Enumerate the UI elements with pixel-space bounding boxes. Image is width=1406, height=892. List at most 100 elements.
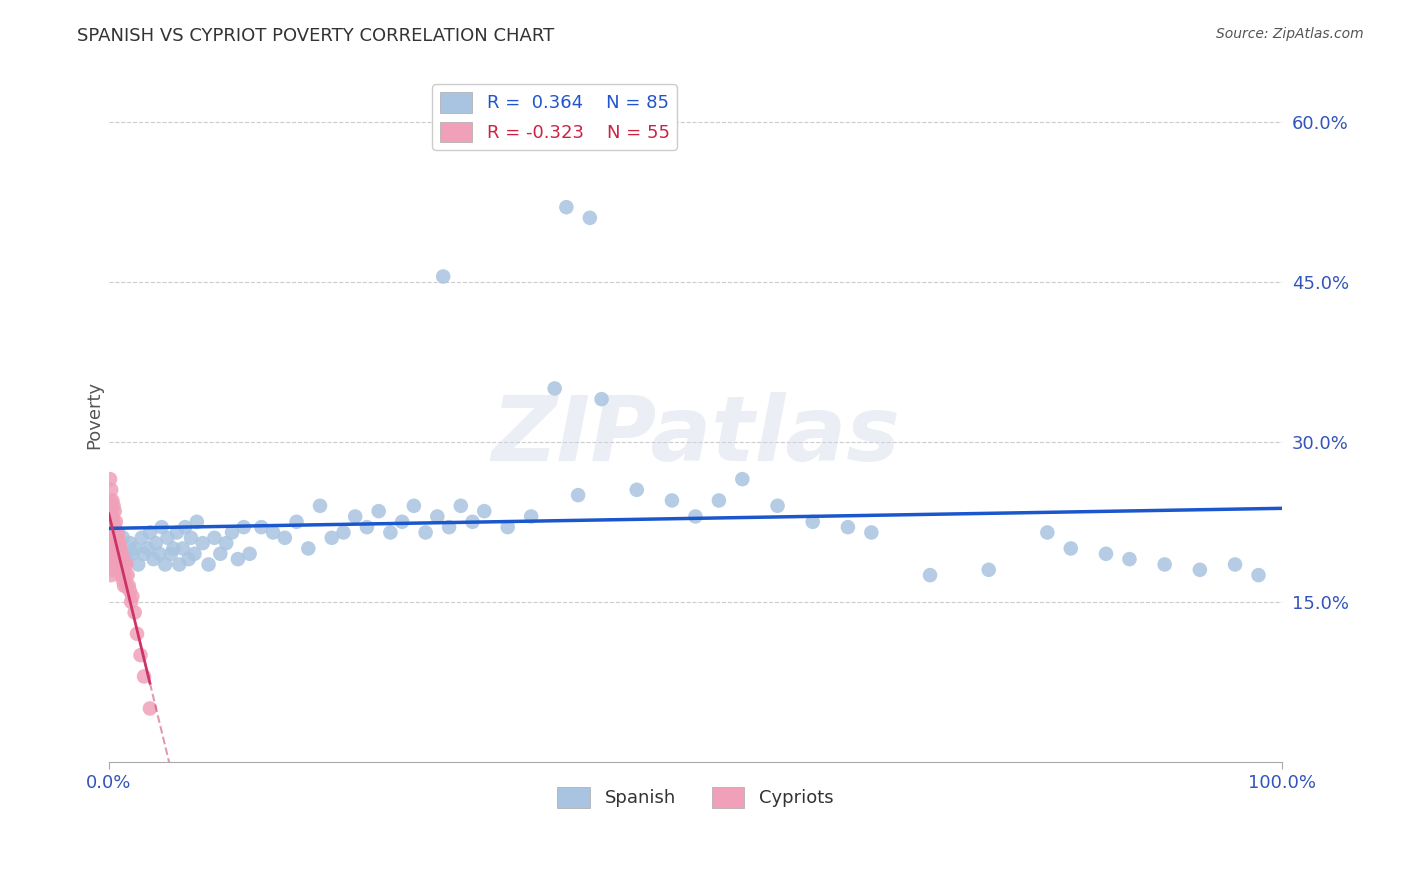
Point xyxy=(162,541,184,556)
Point xyxy=(111,547,134,561)
Point xyxy=(100,499,122,513)
Point xyxy=(105,525,128,540)
Point xyxy=(104,536,127,550)
Point xyxy=(402,499,425,513)
Point xyxy=(332,525,354,540)
Point xyxy=(115,558,138,572)
Point xyxy=(685,509,707,524)
Point xyxy=(174,520,197,534)
Point xyxy=(520,509,543,524)
Point xyxy=(103,531,125,545)
Point xyxy=(1247,568,1270,582)
Point xyxy=(153,558,176,572)
Point xyxy=(177,552,200,566)
Point xyxy=(1153,558,1175,572)
Point xyxy=(226,552,249,566)
Point xyxy=(104,515,127,529)
Point xyxy=(156,531,179,545)
Text: Source: ZipAtlas.com: Source: ZipAtlas.com xyxy=(1216,27,1364,41)
Point xyxy=(309,499,332,513)
Point xyxy=(274,531,297,545)
Point xyxy=(107,552,129,566)
Point xyxy=(110,547,132,561)
Point xyxy=(127,558,149,572)
Point xyxy=(100,547,122,561)
Point xyxy=(297,541,319,556)
Point xyxy=(120,595,142,609)
Point xyxy=(1223,558,1246,572)
Point xyxy=(112,579,135,593)
Point xyxy=(145,536,167,550)
Point xyxy=(496,520,519,534)
Point xyxy=(103,499,125,513)
Point xyxy=(105,541,128,556)
Point xyxy=(104,541,127,556)
Point xyxy=(461,515,484,529)
Point xyxy=(567,488,589,502)
Point xyxy=(115,579,138,593)
Point xyxy=(124,541,146,556)
Point xyxy=(415,525,437,540)
Point xyxy=(100,531,122,545)
Point xyxy=(103,515,125,529)
Point xyxy=(731,472,754,486)
Point xyxy=(167,558,190,572)
Point xyxy=(472,504,495,518)
Y-axis label: Poverty: Poverty xyxy=(86,381,103,450)
Point xyxy=(579,211,602,225)
Point xyxy=(107,531,129,545)
Point xyxy=(125,627,148,641)
Point xyxy=(101,563,124,577)
Point xyxy=(321,531,343,545)
Point xyxy=(150,520,173,534)
Point xyxy=(111,574,134,588)
Point xyxy=(124,606,146,620)
Point xyxy=(543,382,565,396)
Point xyxy=(136,541,159,556)
Legend: Spanish, Cypriots: Spanish, Cypriots xyxy=(550,780,841,815)
Point xyxy=(110,541,132,556)
Point xyxy=(111,531,134,545)
Point xyxy=(186,515,208,529)
Point xyxy=(215,536,238,550)
Point xyxy=(250,520,273,534)
Point xyxy=(118,579,141,593)
Point xyxy=(918,568,941,582)
Point xyxy=(129,648,152,662)
Point xyxy=(121,547,143,561)
Point xyxy=(108,536,131,550)
Point xyxy=(114,568,136,582)
Point xyxy=(432,269,454,284)
Point xyxy=(104,504,127,518)
Point xyxy=(105,563,128,577)
Point xyxy=(766,499,789,513)
Point xyxy=(707,493,730,508)
Text: ZIPatlas: ZIPatlas xyxy=(491,392,900,480)
Point xyxy=(98,493,121,508)
Point xyxy=(104,558,127,572)
Point xyxy=(100,483,122,497)
Point xyxy=(142,552,165,566)
Point xyxy=(98,515,121,529)
Point xyxy=(107,525,129,540)
Point xyxy=(139,525,162,540)
Point xyxy=(101,525,124,540)
Point xyxy=(104,552,127,566)
Point xyxy=(117,568,139,582)
Point xyxy=(860,525,883,540)
Point xyxy=(801,515,824,529)
Point xyxy=(262,525,284,540)
Point xyxy=(132,547,155,561)
Point xyxy=(118,536,141,550)
Point xyxy=(98,558,121,572)
Point xyxy=(103,552,125,566)
Point xyxy=(172,541,194,556)
Point xyxy=(1118,552,1140,566)
Point xyxy=(104,531,127,545)
Point xyxy=(160,547,183,561)
Point xyxy=(112,558,135,572)
Point xyxy=(1095,547,1118,561)
Point xyxy=(111,568,134,582)
Point xyxy=(148,547,170,561)
Point xyxy=(118,584,141,599)
